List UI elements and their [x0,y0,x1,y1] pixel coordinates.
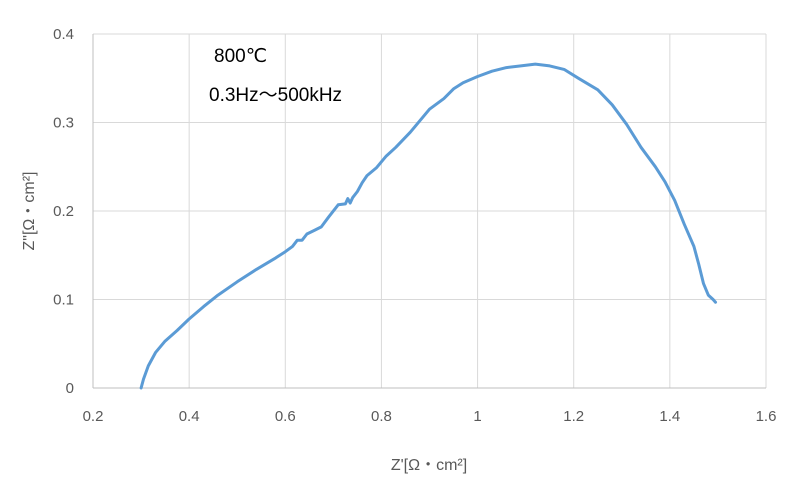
series-line [139,62,717,390]
x-tick-label: 0.6 [275,408,296,425]
x-tick-label: 0.8 [371,408,392,425]
y-tick-label: 0 [66,380,74,397]
y-axis-label: Z"[Ω・cm²] [21,172,38,251]
annotation-frequency-range: 0.3Hz～500kHz [209,85,342,106]
y-tick-label: 0.2 [53,203,74,220]
x-tick-label: 1.2 [563,408,584,425]
gridlines [93,33,767,388]
x-tick-label: 1.4 [659,408,680,425]
x-tick-labels: 0.2 0.4 0.6 0.8 1 1.2 1.4 1.6 [83,408,777,425]
y-tick-label: 0.3 [53,115,74,132]
series-layer [139,62,717,390]
x-tick-label: 1 [473,408,481,425]
x-tick-label: 0.2 [83,408,104,425]
annotation-temperature: 800℃ [214,46,267,67]
x-tick-label: 1.6 [756,408,777,425]
y-tick-label: 0.4 [53,26,74,43]
y-tick-label: 0.1 [53,292,74,309]
axes [92,34,766,389]
y-tick-labels: 0 0.1 0.2 0.3 0.4 [53,26,74,397]
x-axis-label: Z'[Ω・cm²] [391,457,467,474]
x-tick-label: 0.4 [179,408,200,425]
